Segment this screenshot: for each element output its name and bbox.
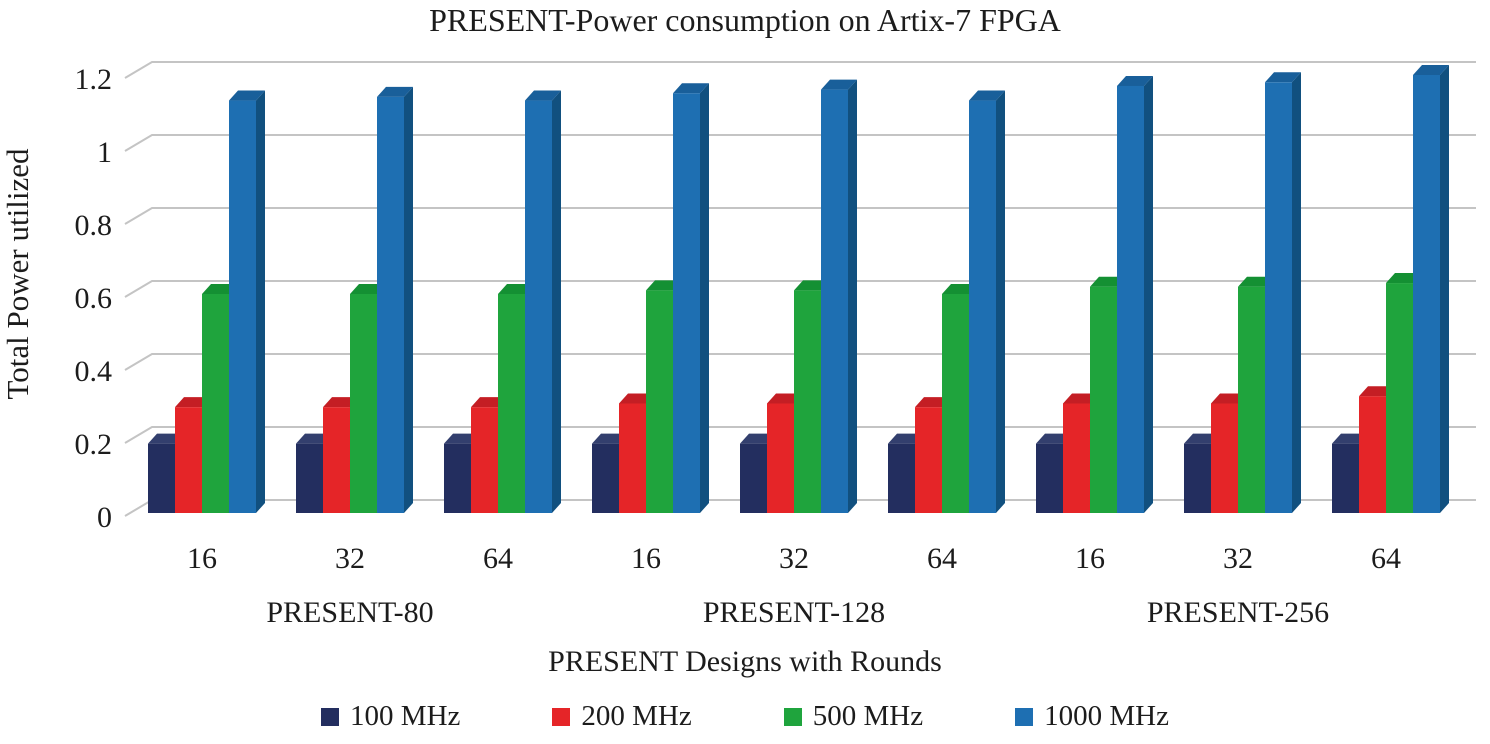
bar-present-256-32-1000-mhz-top bbox=[1265, 72, 1301, 83]
bar-present-128-32-200-mhz bbox=[767, 403, 794, 513]
bar-present-256-64-500-mhz bbox=[1386, 283, 1413, 513]
legend-item-100-mhz: 100 MHz bbox=[321, 700, 460, 733]
bar-present-128-16-200-mhz bbox=[619, 403, 646, 513]
bar-present-256-64-1000-mhz-side bbox=[1440, 65, 1449, 513]
x-tick-label-present-256-32: 32 bbox=[1223, 542, 1253, 575]
bar-present-256-16-100-mhz bbox=[1036, 443, 1063, 513]
x-tick-label-present-80-32: 32 bbox=[335, 542, 365, 575]
y-tick-label-0.8: 0.8 bbox=[75, 209, 113, 242]
y-tick-label-0.4: 0.4 bbox=[75, 355, 113, 388]
bar-present-128-64-1000-mhz-top bbox=[969, 90, 1005, 101]
x-tick-label-present-80-64: 64 bbox=[483, 542, 513, 575]
x-tick-label-present-256-16: 16 bbox=[1075, 542, 1105, 575]
bar-present-80-32-1000-mhz bbox=[377, 96, 404, 514]
bar-present-128-64-1000-mhz-side bbox=[996, 90, 1005, 514]
gridline-0.2 bbox=[124, 426, 1476, 444]
bar-present-80-64-200-mhz bbox=[471, 407, 498, 513]
chart-title: PRESENT-Power consumption on Artix-7 FPG… bbox=[429, 2, 1061, 38]
bar-present-80-16-100-mhz bbox=[148, 443, 175, 513]
gridline-1.2 bbox=[124, 61, 1476, 79]
legend-swatch-200-mhz bbox=[552, 707, 571, 726]
y-tick-label-1.2: 1.2 bbox=[75, 63, 113, 96]
bar-present-128-32-1000-mhz-side bbox=[848, 79, 857, 513]
group-label-present-80: PRESENT-80 bbox=[266, 596, 433, 629]
legend-item-200-mhz: 200 MHz bbox=[552, 700, 692, 733]
bar-present-80-16-1000-mhz bbox=[229, 100, 256, 514]
bar-present-80-16-1000-mhz-top bbox=[229, 90, 265, 101]
x-tick-label-present-256-64: 64 bbox=[1371, 542, 1401, 575]
bar-present-80-64-1000-mhz-top bbox=[525, 90, 561, 101]
y-tick-label-0.6: 0.6 bbox=[75, 282, 113, 315]
x-tick-label-present-128-64: 64 bbox=[927, 542, 957, 575]
bar-present-256-32-500-mhz bbox=[1238, 286, 1265, 513]
legend-label-500-mhz: 500 MHz bbox=[812, 700, 924, 732]
bar-present-128-16-1000-mhz-side bbox=[700, 83, 709, 513]
bar-present-256-64-1000-mhz-top bbox=[1413, 65, 1449, 75]
legend-swatch-100-mhz bbox=[321, 707, 340, 726]
bar-present-256-16-200-mhz bbox=[1063, 403, 1090, 513]
y-tick-label-0: 0 bbox=[97, 501, 112, 534]
legend-label-200-mhz: 200 MHz bbox=[581, 700, 692, 732]
bar-present-80-32-1000-mhz-side bbox=[404, 86, 413, 514]
bar-present-256-64-200-mhz bbox=[1359, 396, 1386, 513]
x-tick-label-present-128-16: 16 bbox=[631, 542, 661, 575]
x-axis-title: PRESENT Designs with Rounds bbox=[548, 645, 942, 678]
bar-present-256-64-100-mhz bbox=[1332, 443, 1359, 513]
bar-present-80-32-500-mhz bbox=[350, 294, 377, 513]
bar-present-80-64-1000-mhz bbox=[525, 100, 552, 514]
legend-item-1000-mhz: 1000 MHz bbox=[1015, 700, 1169, 733]
bar-present-256-32-100-mhz bbox=[1184, 443, 1211, 513]
y-tick-label-1: 1 bbox=[97, 136, 112, 169]
bar-present-80-16-200-mhz bbox=[175, 407, 202, 513]
legend-swatch-500-mhz bbox=[783, 707, 802, 726]
bar-present-128-32-1000-mhz-top bbox=[821, 79, 857, 90]
bar-present-128-16-1000-mhz-top bbox=[673, 83, 709, 94]
bar-present-80-16-500-mhz bbox=[202, 294, 229, 513]
bar-present-80-16-1000-mhz-side bbox=[256, 90, 265, 514]
bar-present-256-16-1000-mhz-top bbox=[1117, 75, 1153, 86]
group-label-present-256: PRESENT-256 bbox=[1147, 596, 1329, 629]
legend-label-100-mhz: 100 MHz bbox=[350, 700, 461, 732]
legend-swatch-1000-mhz bbox=[1015, 707, 1034, 726]
bar-present-128-16-1000-mhz bbox=[673, 93, 700, 513]
bar-present-256-16-500-mhz bbox=[1090, 286, 1117, 513]
gridline-0.4 bbox=[124, 353, 1476, 371]
bar-present-256-32-200-mhz bbox=[1211, 403, 1238, 513]
bar-present-256-16-1000-mhz bbox=[1117, 85, 1144, 513]
bar-present-256-16-1000-mhz-side bbox=[1144, 75, 1153, 513]
legend-item-500-mhz: 500 MHz bbox=[783, 700, 924, 733]
group-label-present-128: PRESENT-128 bbox=[703, 596, 885, 629]
legend: 100 MHz 200 MHz 500 MHz 1000 MHz bbox=[0, 700, 1490, 733]
bar-present-80-64-500-mhz bbox=[498, 294, 525, 513]
bar-present-128-64-500-mhz bbox=[942, 294, 969, 513]
gridline-0.8 bbox=[124, 207, 1476, 225]
legend-label-1000-mhz: 1000 MHz bbox=[1044, 700, 1169, 732]
bar-present-128-16-100-mhz bbox=[592, 443, 619, 513]
bar-present-80-64-1000-mhz-side bbox=[552, 90, 561, 514]
bar-present-128-64-200-mhz bbox=[915, 407, 942, 513]
x-tick-label-present-128-32: 32 bbox=[779, 542, 809, 575]
bar-present-256-32-1000-mhz bbox=[1265, 82, 1292, 514]
bar-present-128-64-1000-mhz bbox=[969, 100, 996, 514]
bar-present-80-32-1000-mhz-top bbox=[377, 86, 413, 97]
gridline-1 bbox=[124, 134, 1476, 152]
bar-present-128-32-100-mhz bbox=[740, 443, 767, 513]
bar-present-80-32-200-mhz bbox=[323, 407, 350, 513]
bar-present-256-32-1000-mhz-side bbox=[1292, 72, 1301, 514]
bar-present-128-32-1000-mhz bbox=[821, 89, 848, 513]
gridline-0.6 bbox=[124, 280, 1476, 298]
bar-present-128-16-500-mhz bbox=[646, 290, 673, 513]
bar-present-256-64-1000-mhz bbox=[1413, 75, 1440, 513]
y-tick-label-0.2: 0.2 bbox=[75, 428, 113, 461]
bar-present-128-32-500-mhz bbox=[794, 290, 821, 513]
bar-present-128-64-100-mhz bbox=[888, 443, 915, 513]
bar-present-80-64-100-mhz bbox=[444, 443, 471, 513]
bar-present-80-32-100-mhz bbox=[296, 443, 323, 513]
x-tick-label-present-80-16: 16 bbox=[187, 542, 217, 575]
